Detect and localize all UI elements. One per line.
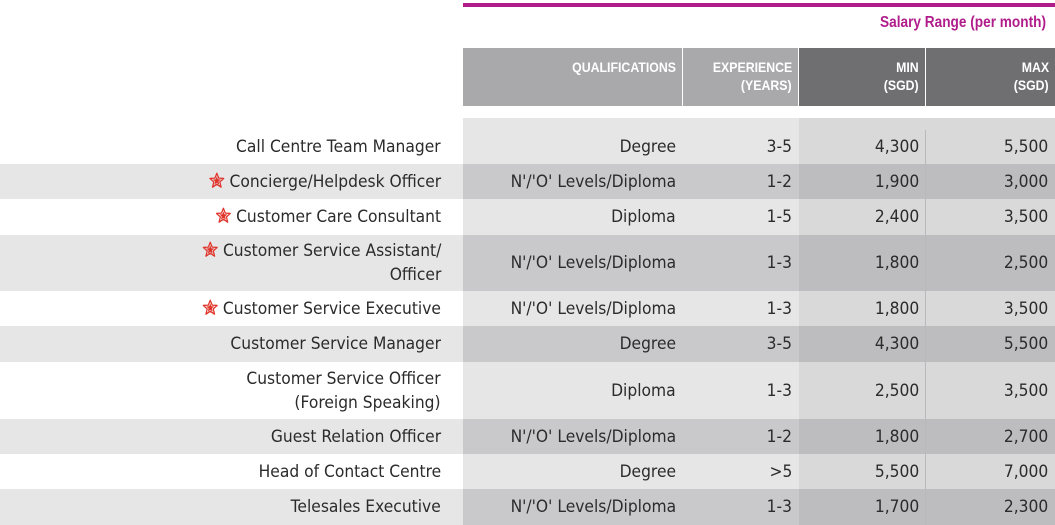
max-salary-cell: 2,500 bbox=[926, 235, 1055, 291]
table-row: Customer Service Manager Degree 3-5 4,300 5,… bbox=[0, 326, 1055, 362]
job-title-cell: Head of Contact Centre bbox=[0, 454, 463, 489]
table-row: Guest Relation Officer N'/'O' Levels/Dipl… bbox=[0, 419, 1055, 454]
experience-cell: 1-3 bbox=[683, 291, 799, 326]
job-title: Customer Care Consultant bbox=[236, 207, 441, 226]
star-icon bbox=[209, 172, 225, 188]
job-title-cell: Customer Service Manager bbox=[0, 326, 463, 362]
max-salary-cell: 3,500 bbox=[926, 362, 1055, 419]
job-title: Guest Relation Officer bbox=[270, 426, 441, 446]
qualification-cell: Degree bbox=[463, 454, 683, 489]
qualification-cell: Diploma bbox=[463, 199, 683, 235]
qualification-cell: N'/'O' Levels/Diploma bbox=[463, 419, 683, 454]
experience-cell: 1-2 bbox=[683, 419, 799, 454]
experience-cell: 1-3 bbox=[683, 235, 799, 291]
job-title-cell: Concierge/Helpdesk Officer bbox=[0, 164, 463, 199]
job-title: Customer Service Officer bbox=[246, 368, 441, 388]
qualification-cell: N'/'O' Levels/Diploma bbox=[463, 164, 683, 199]
accent-rule bbox=[463, 3, 1055, 7]
job-title: Customer Service Manager bbox=[230, 334, 441, 353]
table-row: Customer Service Officer (Foreign Speakin… bbox=[0, 362, 1055, 419]
table-row: Head of Contact Centre Degree >5 5,500 7,000 bbox=[0, 454, 1055, 489]
experience-cell: 3-5 bbox=[683, 326, 799, 362]
max-salary-cell: 7,000 bbox=[926, 454, 1055, 489]
table-row: Customer Service Assistant/Officer N'/'O'… bbox=[0, 235, 1055, 291]
job-title-cell: Telesales Executive bbox=[0, 489, 463, 525]
min-salary-cell: 2,500 bbox=[799, 362, 926, 419]
max-salary-cell: 2,300 bbox=[926, 489, 1055, 525]
table-row: Telesales Executive N'/'O' Levels/Diploma… bbox=[0, 489, 1055, 525]
table-row: Customer Service Executive N'/'O' Levels/… bbox=[0, 291, 1055, 326]
min-salary-cell: 4,300 bbox=[799, 130, 926, 164]
qualification-cell: Degree bbox=[463, 326, 683, 362]
max-salary-cell: 3,500 bbox=[926, 291, 1055, 326]
table-row: Concierge/Helpdesk Officer N'/'O' Levels/… bbox=[0, 164, 1055, 199]
job-title: Telesales Executive bbox=[290, 497, 441, 516]
column-header-max: MAX (SGD) bbox=[926, 48, 1055, 106]
star-icon bbox=[202, 299, 218, 315]
job-title: Concierge/Helpdesk Officer bbox=[229, 171, 441, 191]
max-salary-cell: 3,500 bbox=[926, 199, 1055, 235]
job-title: Head of Contact Centre bbox=[258, 461, 441, 481]
experience-cell: 1-3 bbox=[683, 489, 799, 525]
experience-cell: >5 bbox=[683, 454, 799, 489]
salary-range-heading: Salary Range (per month) bbox=[880, 14, 1046, 31]
min-salary-cell: 2,400 bbox=[799, 199, 926, 235]
star-icon bbox=[202, 241, 218, 257]
max-salary-cell: 2,700 bbox=[926, 419, 1055, 454]
column-header-experience: EXPERIENCE (YEARS) bbox=[683, 48, 798, 106]
job-title-cell: Customer Service Executive bbox=[0, 291, 463, 326]
min-salary-cell: 1,700 bbox=[799, 489, 926, 525]
min-salary-cell: 1,900 bbox=[799, 164, 926, 199]
job-title: Call Centre Team Manager bbox=[236, 137, 441, 156]
table-row: Call Centre Team Manager Degree 3-5 4,300 5,… bbox=[0, 130, 1055, 164]
min-salary-cell: 1,800 bbox=[799, 419, 926, 454]
qualification-cell: N'/'O' Levels/Diploma bbox=[463, 489, 683, 525]
job-title-cell: Customer Service Officer (Foreign Speakin… bbox=[0, 362, 463, 419]
table-spacer bbox=[799, 118, 1055, 130]
job-title-cell: Guest Relation Officer bbox=[0, 419, 463, 454]
table-spacer bbox=[463, 118, 799, 130]
qualification-cell: Diploma bbox=[463, 362, 683, 419]
max-salary-cell: 5,500 bbox=[926, 326, 1055, 362]
experience-cell: 1-2 bbox=[683, 164, 799, 199]
min-salary-cell: 1,800 bbox=[799, 235, 926, 291]
qualification-cell: N'/'O' Levels/Diploma bbox=[463, 291, 683, 326]
job-title-cell: Customer Care Consultant bbox=[0, 199, 463, 235]
qualification-cell: N'/'O' Levels/Diploma bbox=[463, 235, 683, 291]
max-salary-cell: 5,500 bbox=[926, 130, 1055, 164]
qualification-cell: Degree bbox=[463, 130, 683, 164]
column-header-qualifications: QUALIFICATIONS bbox=[463, 48, 682, 106]
experience-cell: 1-5 bbox=[683, 199, 799, 235]
star-icon bbox=[215, 207, 231, 223]
min-salary-cell: 5,500 bbox=[799, 454, 926, 489]
job-title: Customer Service Executive bbox=[222, 298, 441, 318]
job-title: Customer Service Assistant/ bbox=[222, 241, 441, 260]
job-title-continued: Officer bbox=[389, 265, 441, 284]
max-salary-cell: 3,000 bbox=[926, 164, 1055, 199]
job-title-cell: Customer Service Assistant/Officer bbox=[0, 235, 463, 291]
experience-cell: 3-5 bbox=[683, 130, 799, 164]
min-salary-cell: 4,300 bbox=[799, 326, 926, 362]
min-salary-cell: 1,800 bbox=[799, 291, 926, 326]
job-title-continued: (Foreign Speaking) bbox=[294, 392, 441, 412]
column-header-min: MIN (SGD) bbox=[799, 48, 925, 106]
experience-cell: 1-3 bbox=[683, 362, 799, 419]
table-row: Customer Care Consultant Diploma 1-5 2,400 3… bbox=[0, 199, 1055, 235]
job-title-cell: Call Centre Team Manager bbox=[0, 130, 463, 164]
